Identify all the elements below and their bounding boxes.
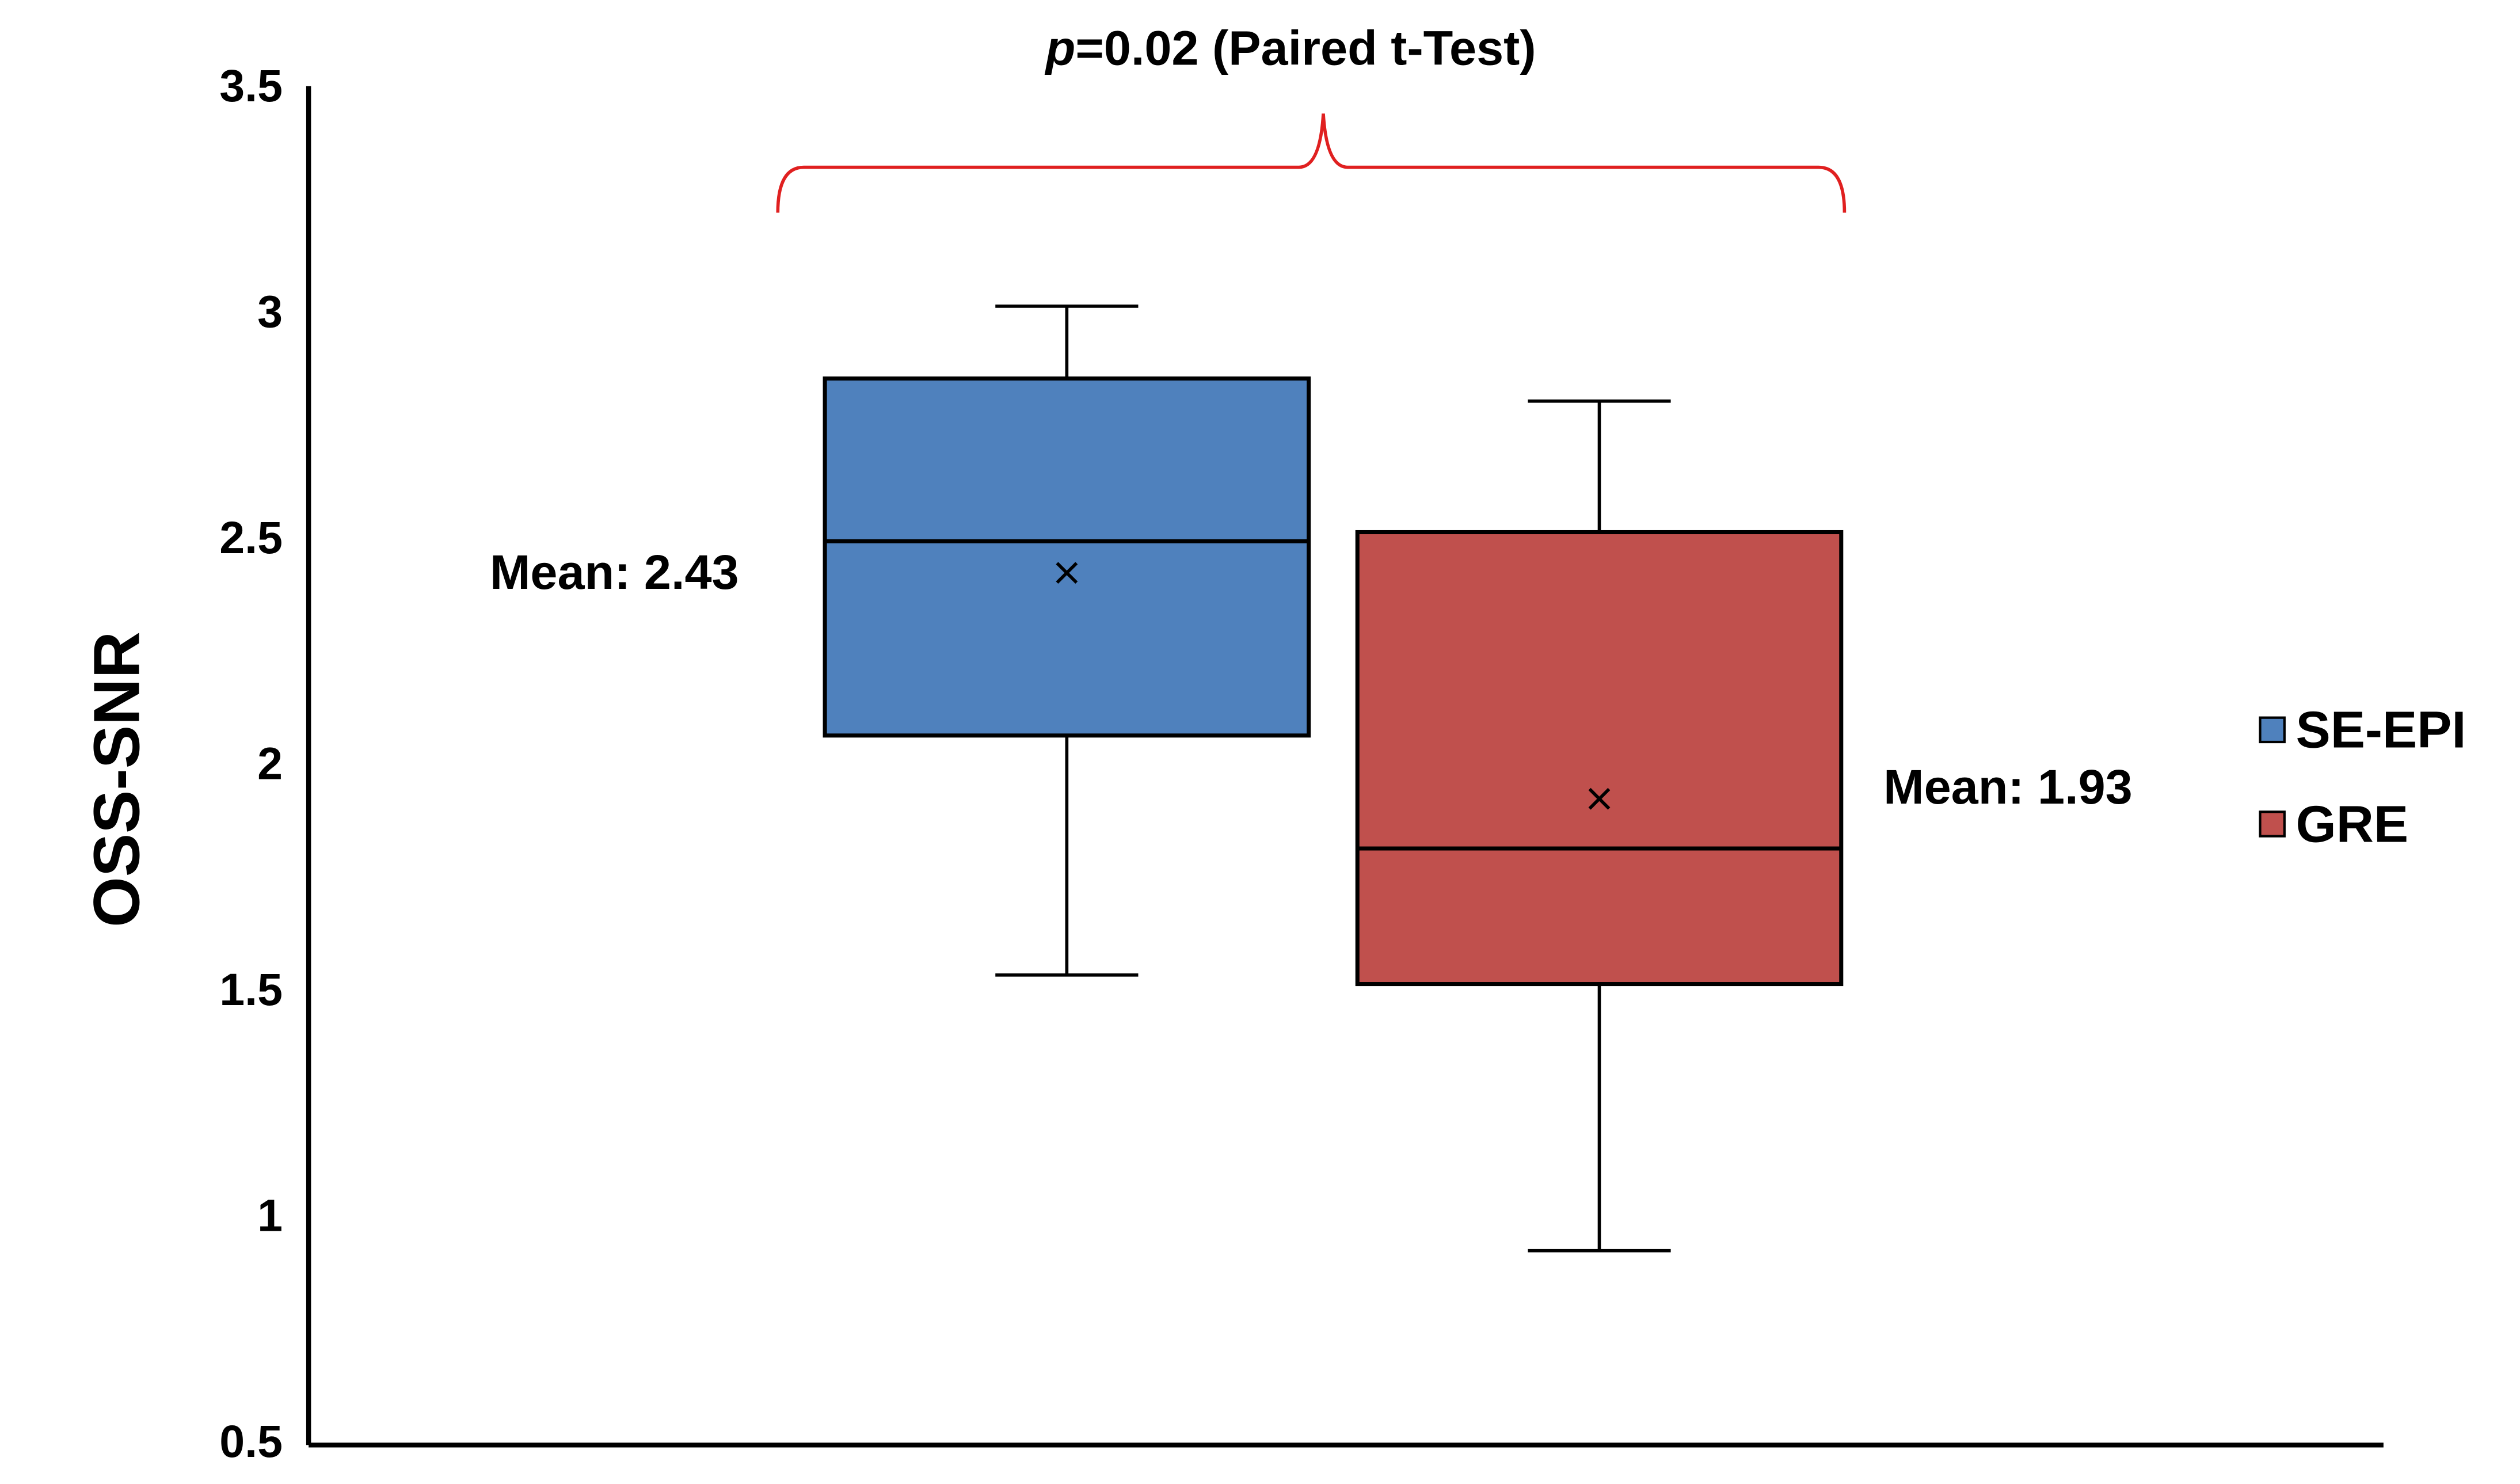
box <box>823 376 1311 738</box>
legend-swatch <box>2259 716 2286 744</box>
y-axis-label: OSS-SNR <box>81 631 153 927</box>
mean-label: Mean: 2.43 <box>490 545 739 599</box>
bracket <box>776 113 1847 213</box>
annotation-text: =0.02 (Paired t-Test) <box>1075 21 1536 75</box>
y-tick-label: 2.5 <box>219 512 283 563</box>
box <box>1355 530 1844 987</box>
mean-marker <box>1056 562 1078 584</box>
annotation: p=0.02 (Paired t-Test) <box>1045 21 1536 75</box>
y-tick-label: 1.5 <box>219 964 283 1015</box>
y-tick-label: 1 <box>257 1190 283 1241</box>
legend-label: GRE <box>2296 795 2409 853</box>
legend-label: SE-EPI <box>2296 701 2466 759</box>
y-tick-label: 0.5 <box>219 1416 283 1467</box>
y-tick-label: 3 <box>257 287 283 337</box>
y-tick-label: 3.5 <box>219 60 283 111</box>
legend-swatch <box>2259 811 2286 838</box>
y-tick-label: 2 <box>257 739 283 789</box>
annotation-italic: p <box>1045 21 1076 75</box>
mean-marker <box>1588 787 1611 810</box>
mean-label: Mean: 1.93 <box>1883 759 2133 814</box>
